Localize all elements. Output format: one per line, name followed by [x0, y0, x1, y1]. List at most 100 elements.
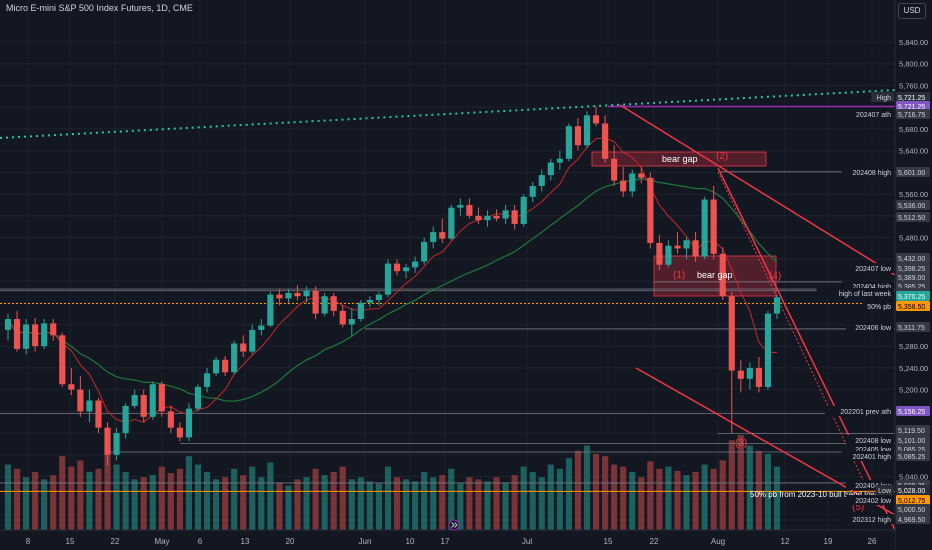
volume-bar: [611, 464, 618, 530]
candle: [23, 319, 30, 355]
candle: [158, 381, 165, 417]
volume-bar: [249, 466, 256, 530]
candle: [611, 145, 618, 186]
chart-annotation: (2): [716, 151, 728, 162]
replay-icon[interactable]: [448, 519, 460, 531]
candle-body: [692, 240, 699, 257]
volume-bar: [303, 477, 310, 530]
price-tick-label: 5,480.00: [899, 234, 928, 243]
candle: [86, 389, 93, 423]
candle-body: [348, 319, 355, 325]
price-badge-value: 5,721.25: [898, 104, 925, 111]
volume-bar: [475, 479, 482, 530]
candle: [737, 359, 744, 393]
volume-bar: [737, 435, 744, 530]
price-badge: [896, 109, 930, 119]
volume-bar: [529, 471, 536, 530]
volume-bar: [203, 471, 211, 530]
volume-bar: [701, 464, 708, 530]
candle: [493, 209, 500, 222]
price-badge-value: 5,385.25: [898, 284, 925, 291]
volume-bar: [13, 468, 21, 530]
candle-body: [430, 232, 437, 242]
price-tick-label: 5,280.00: [899, 342, 928, 351]
price-levels: [0, 105, 895, 492]
candle: [258, 319, 265, 336]
badge-label-bg: [841, 167, 894, 177]
candle-body: [294, 292, 301, 297]
candle-body: [737, 370, 744, 379]
price-badge-value: 5,311.75: [898, 325, 925, 332]
candle-body: [520, 196, 527, 224]
volume-bar: [773, 466, 781, 530]
volume-bar: [86, 471, 93, 530]
candle-body: [556, 158, 563, 163]
candle: [68, 367, 75, 396]
price-badge-value: 4,969.50: [898, 517, 925, 524]
volume-bar: [330, 471, 337, 530]
candle-body: [167, 411, 174, 428]
volume-bar: [393, 477, 401, 530]
volume-bar: [194, 464, 202, 530]
price-tick-label: 5,240.00: [899, 364, 928, 373]
candle: [592, 106, 600, 127]
badge-label-bg: [841, 514, 894, 524]
volume-bar: [457, 483, 464, 530]
time-tick-label: 6: [198, 537, 203, 546]
candle: [122, 403, 129, 439]
trend-line-dotted: [717, 171, 871, 496]
candle-body: [764, 313, 772, 387]
volume-bar: [430, 477, 437, 530]
candle-body: [565, 126, 572, 159]
candle: [312, 286, 319, 320]
candle: [719, 247, 726, 301]
price-badge-value: 5,358.50: [898, 304, 925, 311]
volume-bar: [665, 466, 672, 530]
candle-body: [620, 180, 627, 192]
candle-body: [330, 296, 337, 311]
volume-bar: [764, 454, 772, 530]
candle: [393, 259, 401, 276]
candle: [267, 291, 274, 328]
candle-body: [32, 324, 39, 347]
badge-label: High: [877, 95, 892, 102]
candle: [375, 291, 383, 306]
price-badge-value: 5,012.75: [898, 498, 925, 505]
candle: [538, 169, 545, 192]
volume-bar: [23, 477, 30, 530]
candle: [638, 166, 645, 184]
candle-body: [303, 290, 310, 297]
candle: [692, 232, 699, 262]
price-badge-value: 5,000.50: [898, 507, 925, 514]
candle-body: [656, 242, 663, 265]
candle-body: [249, 329, 256, 352]
time-tick-label: 17: [441, 537, 450, 546]
candle-body: [258, 325, 265, 330]
candle: [4, 313, 12, 341]
candle-body: [68, 384, 75, 390]
time-tick-label: 15: [66, 537, 75, 546]
volume-bar: [294, 479, 301, 530]
candle-body: [448, 207, 455, 239]
volume-bar: [4, 464, 12, 530]
price-badge: [896, 322, 930, 332]
candle-body: [529, 185, 536, 197]
candle: [276, 289, 283, 306]
candle-body: [4, 319, 12, 330]
volume-bar: [176, 468, 183, 530]
candle: [366, 296, 373, 308]
volume-bars: [4, 435, 781, 530]
badge-label: 50% pb: [867, 304, 891, 311]
currency-button[interactable]: USD: [898, 3, 926, 19]
time-tick-label: 15: [604, 537, 613, 546]
volume-bar: [719, 460, 726, 530]
time-tick-label: 19: [824, 537, 833, 546]
price-badge: [896, 301, 930, 311]
price-badge: [896, 92, 930, 102]
candle: [249, 324, 256, 355]
time-tick-label: 12: [781, 537, 790, 546]
badge-label: 202312 high: [852, 517, 891, 524]
candle: [104, 422, 111, 466]
